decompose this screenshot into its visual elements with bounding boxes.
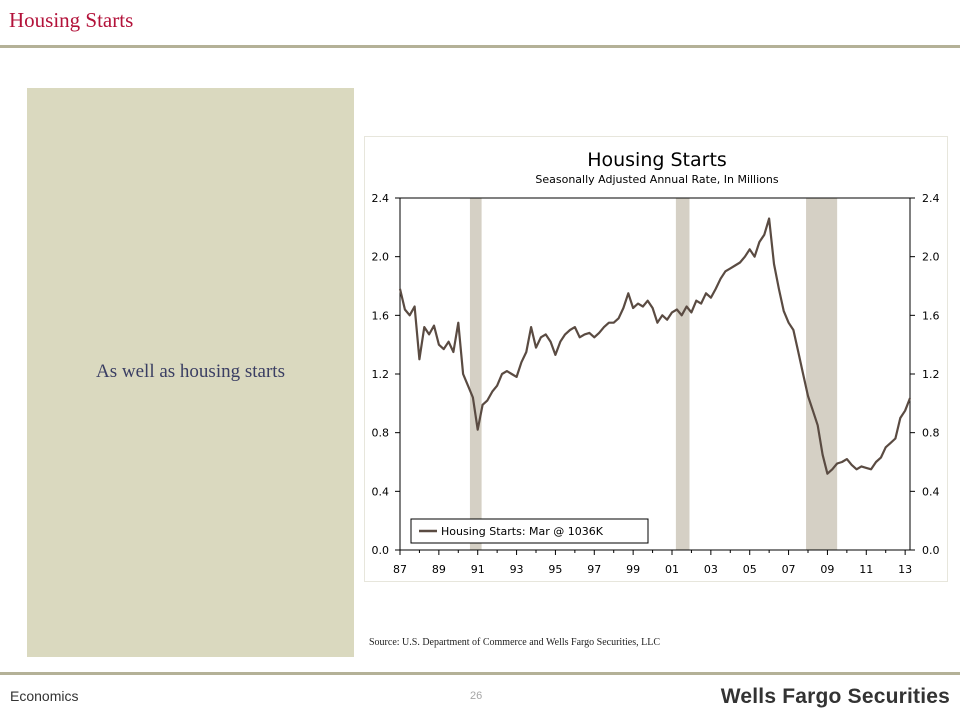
legend-box xyxy=(410,518,649,544)
footer-section: Economics xyxy=(10,688,79,704)
x-tick-label: 01 xyxy=(665,563,679,576)
recession-band-0 xyxy=(469,198,482,550)
x-tick-label: 07 xyxy=(782,563,796,576)
y-tick-label-left: 2.4 xyxy=(372,192,390,205)
brand-logo: Wells Fargo Securities xyxy=(720,685,950,708)
x-tick-label: 95 xyxy=(548,563,562,576)
x-tick-label: 97 xyxy=(587,563,601,576)
y-tick-label-right: 1.2 xyxy=(922,368,940,381)
x-tick-label: 99 xyxy=(626,563,640,576)
y-tick-label-left: 1.2 xyxy=(372,368,390,381)
y-tick-label-right: 0.4 xyxy=(922,485,940,498)
y-tick-label-right: 0.8 xyxy=(922,427,940,440)
x-tick-label: 91 xyxy=(471,563,485,576)
recession-band-2 xyxy=(806,198,838,550)
y-tick-label-right: 2.0 xyxy=(922,251,940,264)
y-tick-label-left: 0.8 xyxy=(372,427,390,440)
legend: Housing Starts: Mar @ 1036K xyxy=(410,518,649,544)
x-tick-label: 93 xyxy=(510,563,524,576)
recession-band-1 xyxy=(675,198,690,550)
series-line-0 xyxy=(398,217,912,475)
legend-label: Housing Starts: Mar @ 1036K xyxy=(441,525,604,538)
side-panel: As well as housing starts xyxy=(27,88,354,657)
y-tick-label-right: 1.6 xyxy=(922,309,940,322)
top-rule xyxy=(0,45,960,48)
chart-subtitle: Seasonally Adjusted Annual Rate, In Mill… xyxy=(535,173,778,186)
slide-title: Housing Starts xyxy=(9,8,134,32)
x-tick-label: 09 xyxy=(820,563,834,576)
x-tick-label: 87 xyxy=(393,563,407,576)
x-tick-label: 11 xyxy=(859,563,873,576)
x-tick-label: 89 xyxy=(432,563,446,576)
page-number: 26 xyxy=(470,690,483,702)
bottom-rule xyxy=(0,672,960,675)
x-tick-label: 13 xyxy=(898,563,912,576)
y-tick-label-left: 0.4 xyxy=(372,485,390,498)
y-tick-label-right: 2.4 xyxy=(922,192,940,205)
chart-title: Housing Starts xyxy=(587,149,727,171)
y-tick-label-left: 0.0 xyxy=(372,544,390,557)
y-tick-label-left: 2.0 xyxy=(372,251,390,264)
y-tick-label-right: 0.0 xyxy=(922,544,940,557)
y-tick-label-left: 1.6 xyxy=(372,309,390,322)
x-tick-label: 03 xyxy=(704,563,718,576)
panel-text: As well as housing starts xyxy=(96,361,285,382)
source-note: Source: U.S. Department of Commerce and … xyxy=(369,637,660,648)
x-tick-label: 05 xyxy=(743,563,757,576)
